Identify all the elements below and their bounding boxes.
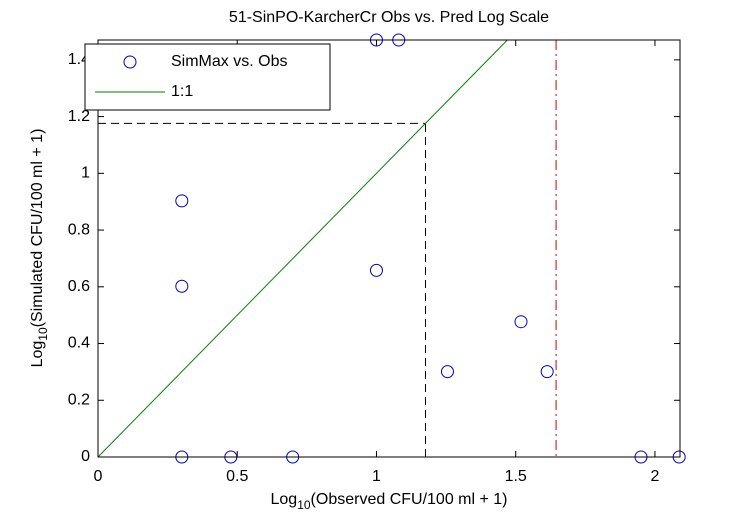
point [175,194,189,208]
point [175,279,189,293]
x-axis-label: Log10(Observed CFU/100 ml + 1) [270,491,507,512]
y-label-part: (Simulated CFU/100 ml + 1) [29,129,46,328]
x-tick-label: 1 [372,468,381,485]
y-label-sub: 10 [36,327,50,341]
y-tick-label: 0 [81,448,90,465]
x-label-part: Log [270,491,297,508]
point [440,365,454,379]
point [540,365,554,379]
plot-frame [97,39,681,458]
chart-title: 51-SinPO-KarcherCr Obs vs. Pred Log Scal… [229,9,549,26]
point [514,315,528,329]
x-tick-label: 0 [94,468,103,485]
y-tick-label: 1.2 [68,108,90,125]
y-tick-label: 1 [81,165,90,182]
y-tick-label: 0.2 [68,391,90,408]
y-tick-label: 0.8 [68,221,90,238]
point [369,263,383,277]
legend-label: 1:1 [171,83,193,100]
x-label-part: (Observed CFU/100 ml + 1) [311,491,508,508]
x-tick-label: 1.5 [505,468,527,485]
line [98,40,509,457]
x-tick-label: 2 [650,468,659,485]
legend-marker [123,55,137,69]
y-tick-label: 0.4 [68,335,90,352]
legend-box [84,43,331,111]
x-tick-label: 0.5 [226,468,248,485]
legend-label: SimMax vs. Obs [171,53,287,70]
x-label-sub: 10 [297,498,311,512]
y-axis-label: Log10(Simulated CFU/100 ml + 1) [29,129,50,368]
y-label-part: Log [29,341,46,368]
y-tick-label: 0.6 [68,278,90,295]
